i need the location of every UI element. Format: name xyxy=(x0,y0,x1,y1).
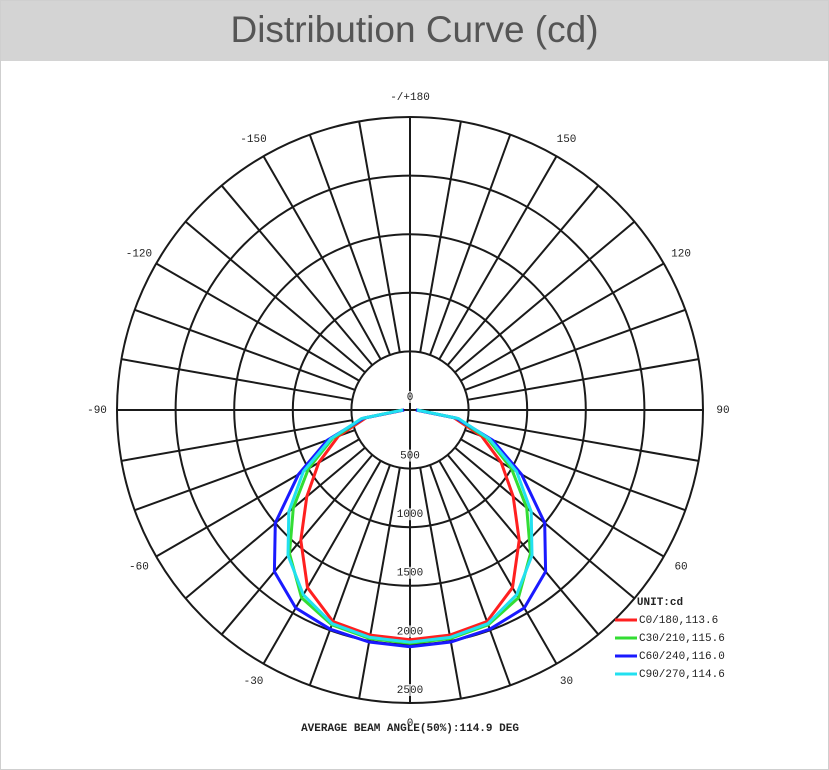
grid-spoke xyxy=(460,262,665,382)
grid-spoke xyxy=(438,460,558,665)
grid-spoke xyxy=(358,121,401,353)
theta-tick-label: -/+180 xyxy=(390,92,430,104)
legend-title: UNIT:cd xyxy=(637,597,683,609)
r-label-bg xyxy=(394,508,426,521)
grid-spoke xyxy=(467,358,699,401)
grid-spoke xyxy=(308,134,391,356)
grid-spoke xyxy=(429,134,512,356)
chart: AVERAGE BEAM ANGLE(50%):114.9 DEG 0 500 10… xyxy=(87,92,730,735)
legend-label: C30/210,115.6 xyxy=(639,633,725,645)
grid-spoke xyxy=(446,454,600,636)
grid-spoke xyxy=(308,464,391,686)
grid-spoke xyxy=(134,429,356,512)
grid-spoke xyxy=(460,438,665,558)
theta-tick-label: 90 xyxy=(716,405,729,417)
grid-spoke xyxy=(262,460,382,665)
grid-spoke xyxy=(121,419,353,462)
r-label-bg xyxy=(394,625,426,638)
theta-tick-label: 30 xyxy=(560,676,573,688)
intensity-curve xyxy=(299,408,521,642)
grid-spoke xyxy=(184,220,366,374)
r-label-bg xyxy=(394,684,426,696)
grid-spoke xyxy=(464,429,686,512)
r-label-bg xyxy=(394,391,426,403)
theta-tick-label: -120 xyxy=(126,248,152,260)
legend-label: C0/180,113.6 xyxy=(639,615,718,627)
r-tick-label: 2500 xyxy=(397,685,423,697)
theta-tick-label: 60 xyxy=(674,561,687,573)
intensity-curve xyxy=(286,408,534,644)
grid-spoke xyxy=(155,438,360,558)
grid-spoke xyxy=(262,155,382,360)
grid-spoke xyxy=(220,454,374,636)
grid-spoke xyxy=(446,184,600,366)
r-label-bg xyxy=(394,566,426,579)
r-tick-label: 2000 xyxy=(397,626,423,638)
grid-spoke xyxy=(464,308,686,391)
grid-spoke xyxy=(438,155,558,360)
theta-tick-label: -30 xyxy=(244,676,264,688)
grid-spoke xyxy=(220,184,374,366)
intensity-curve xyxy=(272,408,548,649)
grid-spoke xyxy=(121,358,353,401)
r-tick-label: 1500 xyxy=(397,568,423,580)
grid-spoke xyxy=(155,262,360,382)
theta-tick-label: 120 xyxy=(671,248,691,260)
r-tick-label: 500 xyxy=(400,451,420,463)
header-title: Distribution Curve (cd) xyxy=(1,1,828,61)
grid-spoke xyxy=(454,220,636,374)
r-tick-label: 0 xyxy=(407,392,414,404)
grid-spoke xyxy=(429,464,512,686)
theta-tick-label: 150 xyxy=(557,134,577,146)
theta-tick-label: -150 xyxy=(240,134,266,146)
grid-spoke xyxy=(419,467,462,699)
grid-spoke xyxy=(134,308,356,391)
theta-tick-label: -90 xyxy=(87,405,107,417)
r-tick-label: 1000 xyxy=(397,509,423,521)
grid-spoke xyxy=(419,121,462,353)
theta-tick-label: 0 xyxy=(407,718,414,730)
footer-note: AVERAGE BEAM ANGLE(50%):114.9 DEG xyxy=(301,723,519,735)
theta-tick-label: -60 xyxy=(129,561,149,573)
grid-spoke xyxy=(358,467,401,699)
grid-spoke xyxy=(467,419,699,462)
legend-label: C60/240,116.0 xyxy=(639,651,725,663)
r-label-bg xyxy=(394,449,426,462)
legend-label: C90/270,114.6 xyxy=(639,669,725,681)
